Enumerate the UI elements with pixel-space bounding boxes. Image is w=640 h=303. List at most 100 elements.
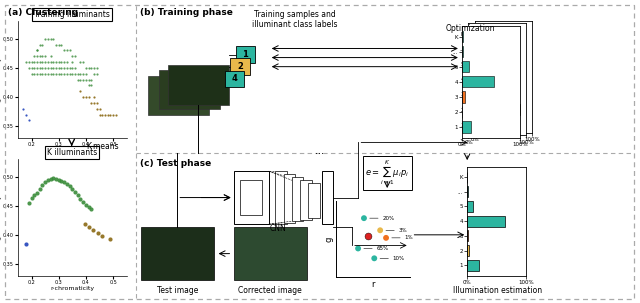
Point xyxy=(29,54,40,59)
Text: CNN: CNN xyxy=(270,224,287,233)
Point xyxy=(78,71,88,76)
Point xyxy=(21,112,31,117)
Point xyxy=(73,77,83,82)
Text: 65%: 65% xyxy=(376,246,388,251)
Point xyxy=(76,77,86,82)
Point xyxy=(43,65,53,70)
Point xyxy=(89,95,99,99)
Point xyxy=(43,36,53,41)
Point xyxy=(92,65,102,70)
Point xyxy=(32,65,42,70)
Point xyxy=(48,65,58,70)
Text: Illumination estimation: Illumination estimation xyxy=(453,286,543,295)
Bar xyxy=(292,177,303,221)
Bar xyxy=(159,70,220,109)
Point xyxy=(51,71,61,76)
Point xyxy=(32,48,42,53)
Point xyxy=(108,112,118,117)
Point xyxy=(35,42,45,47)
Point xyxy=(29,65,40,70)
Point xyxy=(45,60,56,65)
Bar xyxy=(468,28,470,40)
Point xyxy=(65,184,75,189)
Point xyxy=(81,71,91,76)
Point xyxy=(111,112,121,117)
Text: 20%: 20% xyxy=(382,216,394,221)
Point xyxy=(105,112,116,117)
Bar xyxy=(468,58,476,70)
Point xyxy=(62,71,72,76)
Bar xyxy=(468,74,500,85)
Point xyxy=(40,54,51,59)
Bar xyxy=(467,260,479,271)
Point xyxy=(35,54,45,59)
Bar xyxy=(462,76,494,88)
Point xyxy=(89,71,99,76)
Point xyxy=(369,256,380,261)
Text: 10%: 10% xyxy=(393,256,404,261)
Point xyxy=(26,196,36,201)
Point xyxy=(67,65,77,70)
Point xyxy=(24,200,34,205)
Point xyxy=(100,112,110,117)
Point xyxy=(67,187,77,192)
Point xyxy=(73,71,83,76)
Bar xyxy=(230,58,250,75)
Point xyxy=(65,65,75,70)
Point xyxy=(26,71,36,76)
Point xyxy=(78,77,88,82)
Point xyxy=(381,235,391,240)
Point xyxy=(78,60,88,65)
Point xyxy=(79,222,90,227)
Point xyxy=(83,205,94,209)
Text: 1: 1 xyxy=(242,50,248,59)
Bar xyxy=(467,216,506,227)
Bar xyxy=(462,122,471,133)
Point xyxy=(32,71,42,76)
Point xyxy=(70,71,80,76)
Point xyxy=(89,65,99,70)
Bar xyxy=(225,71,244,87)
X-axis label: r-chromaticity: r-chromaticity xyxy=(51,148,94,153)
Point xyxy=(95,106,105,111)
Point xyxy=(40,65,51,70)
Point xyxy=(86,101,97,105)
Point xyxy=(56,65,67,70)
Point xyxy=(32,54,42,59)
Point xyxy=(40,60,51,65)
Bar xyxy=(141,227,214,280)
Point xyxy=(65,71,75,76)
Text: (b) Training phase: (b) Training phase xyxy=(140,8,232,17)
Bar xyxy=(234,227,307,280)
Point xyxy=(32,60,42,65)
Point xyxy=(45,65,56,70)
Point xyxy=(51,65,61,70)
Text: Test image: Test image xyxy=(157,286,198,295)
Text: 2: 2 xyxy=(237,62,243,71)
Bar xyxy=(462,46,463,57)
Point xyxy=(62,60,72,65)
Text: (a) Clustering: (a) Clustering xyxy=(8,8,79,17)
Point xyxy=(83,77,94,82)
Bar xyxy=(468,104,520,115)
Text: 4: 4 xyxy=(232,75,238,83)
Text: 3%: 3% xyxy=(399,228,407,233)
Point xyxy=(19,106,29,111)
Y-axis label: g: g xyxy=(324,237,333,242)
Point xyxy=(37,65,47,70)
Title: Training illuminants: Training illuminants xyxy=(35,10,110,19)
Point xyxy=(59,71,69,76)
Point xyxy=(81,77,91,82)
Bar xyxy=(475,56,482,68)
Point xyxy=(59,48,69,53)
Point xyxy=(67,71,77,76)
Point xyxy=(92,71,102,76)
Point xyxy=(67,54,77,59)
Bar xyxy=(475,72,521,83)
Point xyxy=(54,178,64,182)
Point xyxy=(76,60,86,65)
Bar xyxy=(148,76,209,115)
Point xyxy=(21,60,31,65)
Point xyxy=(21,241,31,246)
Y-axis label: g-chromaticity: g-chromaticity xyxy=(0,57,1,102)
